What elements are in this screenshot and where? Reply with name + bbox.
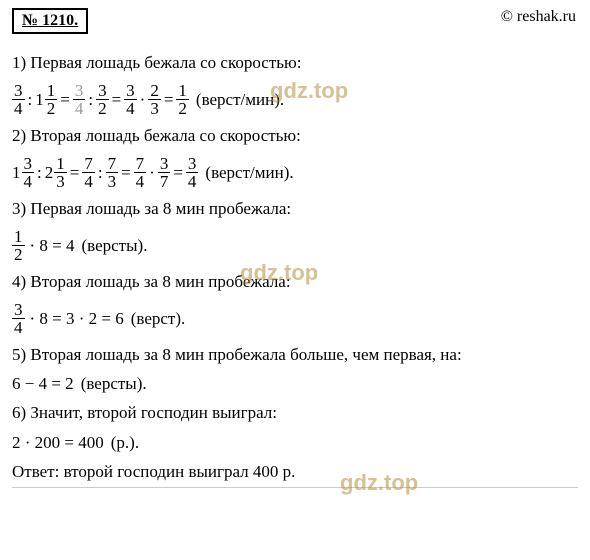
step-6-units: (р.). xyxy=(111,433,139,453)
step-3-title: 3) Первая лошадь за 8 мин пробежала: xyxy=(12,198,578,220)
step-3-equation: 12 · 8 = 4 (версты). xyxy=(12,228,578,263)
step-2-equation: 134 : 213 = 74 : 73 = 74 · 37 = 34 (верс… xyxy=(12,155,578,190)
step-5-title: 5) Вторая лошадь за 8 мин пробежала боль… xyxy=(12,344,578,366)
step-1-units: (верст/мин). xyxy=(196,90,284,110)
step-5-expr: 6 − 4 = 2 xyxy=(12,374,74,394)
copyright-text: © reshak.ru xyxy=(501,8,576,26)
step-6-expr: 2 · 200 = 400 xyxy=(12,433,104,453)
step-3-expr: · 8 = 4 xyxy=(30,236,75,256)
step-2-units: (верст/мин). xyxy=(205,163,293,183)
step-2-title: 2) Вторая лошадь бежала со скоростью: xyxy=(12,125,578,147)
step-4-units: (верст). xyxy=(131,309,186,329)
step-5-equation: 6 − 4 = 2 (версты). xyxy=(12,374,578,394)
answer-text: Ответ: второй господин выиграл 400 р. xyxy=(12,461,578,488)
step-6-title: 6) Значит, второй господин выиграл: xyxy=(12,402,578,424)
step-6-equation: 2 · 200 = 400 (р.). xyxy=(12,433,578,453)
step-1-equation: 34 : 112 = 34 : 32 = 34 · 23 = 12 (верст… xyxy=(12,82,578,117)
problem-number: № 1210. xyxy=(12,8,88,34)
step-4-expr: · 8 = 3 · 2 = 6 xyxy=(30,309,124,329)
step-4-equation: 34 · 8 = 3 · 2 = 6 (верст). xyxy=(12,301,578,336)
step-5-units: (версты). xyxy=(81,374,147,394)
step-3-units: (версты). xyxy=(82,236,148,256)
step-4-title: 4) Вторая лошадь за 8 мин пробежала: xyxy=(12,271,578,293)
step-1-title: 1) Первая лошадь бежала со скоростью: xyxy=(12,52,578,74)
